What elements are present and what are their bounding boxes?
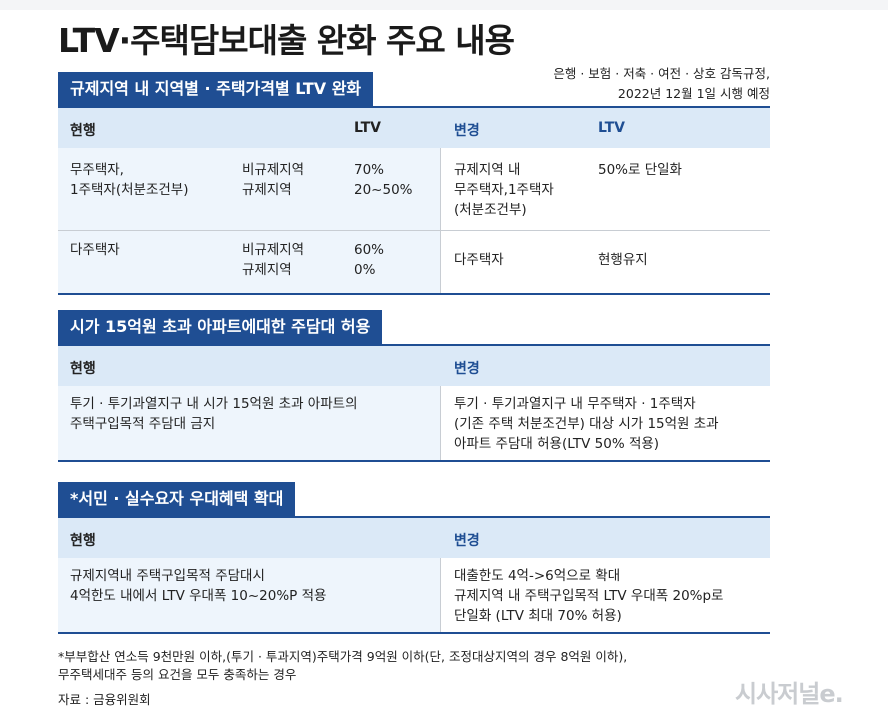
section-header: 시가 15억원 초과 아파트에대한 주담대 허용 (58, 310, 383, 344)
col-ltv-change: LTV (598, 120, 625, 136)
top-band (0, 0, 888, 10)
section-header: 규제지역 내 지역별 · 주택가격별 LTV 완화 (58, 72, 374, 106)
table-row: 무주택자, 1주택자(처분조건부) 비규제지역 규제지역 70% 20~50% … (58, 148, 770, 231)
region-type: 비규제지역 규제지역 (242, 242, 305, 278)
publisher-logo: 시사저널e. (735, 680, 844, 708)
table-row: 투기 · 투기과열지구 내 시가 15억원 초과 아파트의 주택구입목적 주담대… (58, 386, 770, 462)
col-current: 현행 (70, 123, 96, 139)
note-line: 2022년 12월 1일 시행 예정 (617, 86, 770, 101)
change-ltv: 50%로 단일화 (598, 162, 682, 178)
section-apartment-loan: 시가 15억원 초과 아파트에대한 주담대 허용 현행 변경 투기 · 투기과열… (58, 310, 770, 462)
section-rule (58, 344, 770, 346)
enforcement-note: 은행 · 보험 · 저축 · 여전 · 상호 감독규정, 2022년 12월 1… (553, 64, 770, 104)
header-row: 현행 변경 (58, 518, 770, 558)
col-ltv: LTV (354, 120, 381, 136)
borrower-type: 무주택자, 1주택자(처분조건부) (70, 162, 189, 198)
col-current: 현행 (70, 533, 96, 549)
section-ltv-region: 규제지역 내 지역별 · 주택가격별 LTV 완화 현행 LTV 변경 LTV … (58, 72, 770, 295)
change-type: 규제지역 내 무주택자,1주택자 (처분조건부) (454, 162, 554, 218)
section-rule (58, 106, 770, 108)
col-change: 변경 (454, 533, 480, 549)
changed-rule: 투기 · 투기과열지구 내 무주택자 · 1주택자 (기존 주택 처분조건부) … (454, 396, 719, 452)
col-change: 변경 (454, 361, 480, 377)
header-row: 현행 변경 (58, 346, 770, 386)
ltv-value: 70% 20~50% (354, 162, 413, 198)
borrower-type: 다주택자 (70, 242, 120, 258)
col-current: 현행 (70, 361, 96, 377)
change-type: 다주택자 (454, 252, 504, 268)
footnote: *부부합산 연소득 9천만원 이하,(투기 · 투과지역)주택가격 9억원 이하… (58, 649, 628, 682)
ltv-value: 60% 0% (354, 242, 385, 278)
section-preferential: *서민 · 실수요자 우대혜택 확대 현행 변경 규제지역내 주택구입목적 주담… (58, 482, 770, 634)
header-row: 현행 LTV 변경 LTV (58, 108, 770, 148)
table-row: 다주택자 비규제지역 규제지역 60% 0% 다주택자 현행유지 (58, 231, 770, 295)
note-line: 은행 · 보험 · 저축 · 여전 · 상호 감독규정, (553, 66, 770, 81)
current-rule: 투기 · 투기과열지구 내 시가 15억원 초과 아파트의 주택구입목적 주담대… (70, 396, 358, 432)
table-row: 규제지역내 주택구입목적 주담대시 4억한도 내에서 LTV 우대폭 10~20… (58, 558, 770, 634)
current-rule: 규제지역내 주택구입목적 주담대시 4억한도 내에서 LTV 우대폭 10~20… (70, 568, 327, 604)
change-ltv: 현행유지 (598, 252, 648, 268)
col-change: 변경 (454, 123, 480, 139)
page-title: LTV·주택담보대출 완화 주요 내용 (58, 21, 515, 60)
section-rule (58, 516, 770, 518)
source-credit: 자료 : 금융위원회 (58, 692, 151, 707)
changed-rule: 대출한도 4억->6억으로 확대 규제지역 내 주택구입목적 LTV 우대폭 2… (454, 568, 724, 624)
region-type: 비규제지역 규제지역 (242, 162, 305, 198)
section-header: *서민 · 실수요자 우대혜택 확대 (58, 482, 296, 516)
